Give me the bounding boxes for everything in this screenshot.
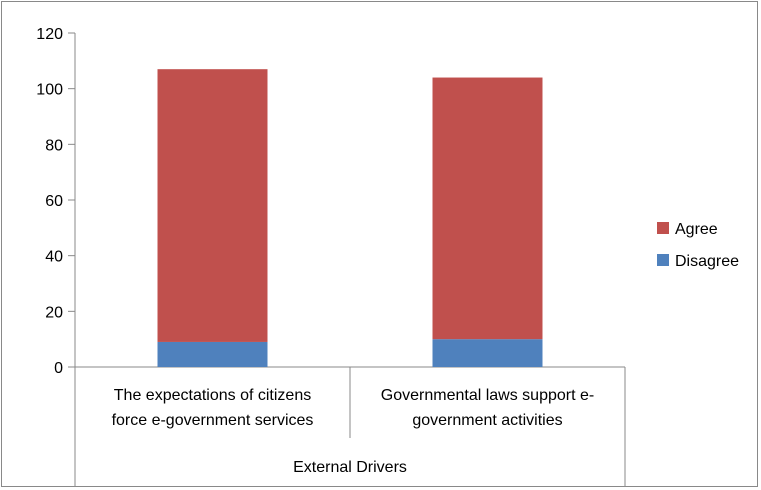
y-tick-label: 120 — [36, 26, 63, 43]
bars — [157, 69, 543, 367]
bar-agree-1 — [157, 69, 268, 342]
group-label: External Drivers — [293, 459, 407, 476]
legend-swatch-disagree — [657, 254, 669, 266]
category-labels: The expectations of citizens force e-gove… — [112, 387, 595, 476]
legend: Agree Disagree — [657, 221, 739, 270]
category-label-1: The expectations of citizens — [114, 387, 311, 404]
y-tick-labels: 0 20 40 60 80 100 120 — [36, 26, 63, 377]
category-label-1: force e-government services — [112, 412, 314, 429]
legend-label-disagree: Disagree — [675, 253, 739, 270]
bar-disagree-2 — [432, 339, 543, 367]
y-tick-label: 100 — [36, 82, 63, 99]
category-label-2: government activities — [412, 412, 562, 429]
y-tick-label: 60 — [45, 193, 63, 210]
y-tick-label: 0 — [54, 360, 63, 377]
y-tick-label: 20 — [45, 304, 63, 321]
category-label-2: Governmental laws support e- — [381, 387, 594, 404]
y-tick-label: 80 — [45, 137, 63, 154]
legend-label-agree: Agree — [675, 221, 718, 238]
bar-disagree-1 — [157, 341, 268, 367]
legend-swatch-agree — [657, 222, 669, 234]
bar-agree-2 — [432, 77, 543, 340]
y-tick-label: 40 — [45, 249, 63, 266]
